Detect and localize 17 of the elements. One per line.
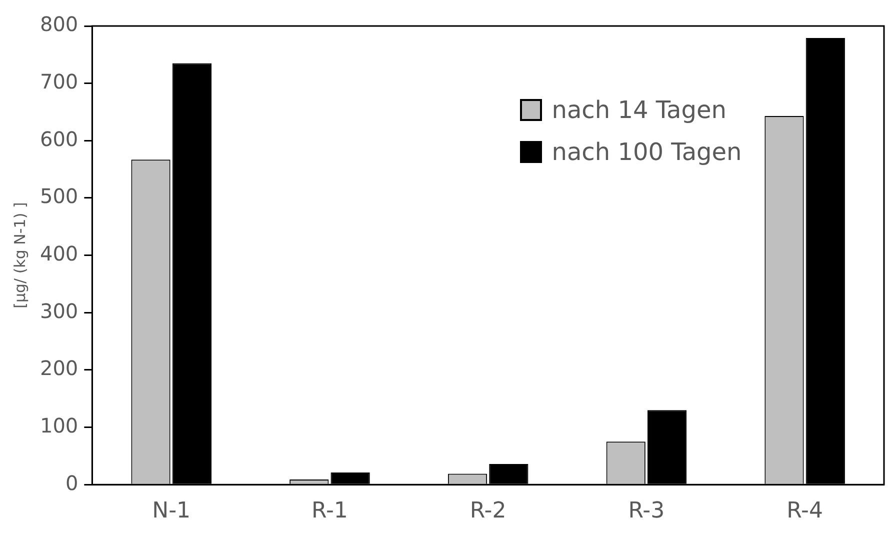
- y-tick-label: 500: [40, 184, 78, 208]
- y-tick-label: 200: [40, 356, 78, 380]
- x-tick-label: R-1: [312, 498, 348, 524]
- x-tick-label: R-3: [628, 498, 665, 524]
- legend-label: nach 14 Tagen: [552, 96, 726, 124]
- y-tick-label: 600: [40, 126, 78, 151]
- y-tick-label: 400: [40, 242, 78, 266]
- x-tick-label: R-2: [470, 498, 506, 524]
- x-tick-label: R-4: [786, 498, 823, 524]
- y-tick-label: 0: [65, 470, 78, 495]
- y-tick-label: 800: [40, 12, 78, 36]
- legend-label: nach 100 Tagen: [552, 138, 742, 166]
- y-tick-label: 700: [40, 70, 78, 94]
- y-tick-label: 100: [40, 413, 78, 438]
- y-tick-label: 300: [40, 298, 78, 323]
- x-tick-label: N-1: [152, 498, 191, 524]
- y-axis-title: [µg/ (kg N-1) ]: [10, 202, 29, 308]
